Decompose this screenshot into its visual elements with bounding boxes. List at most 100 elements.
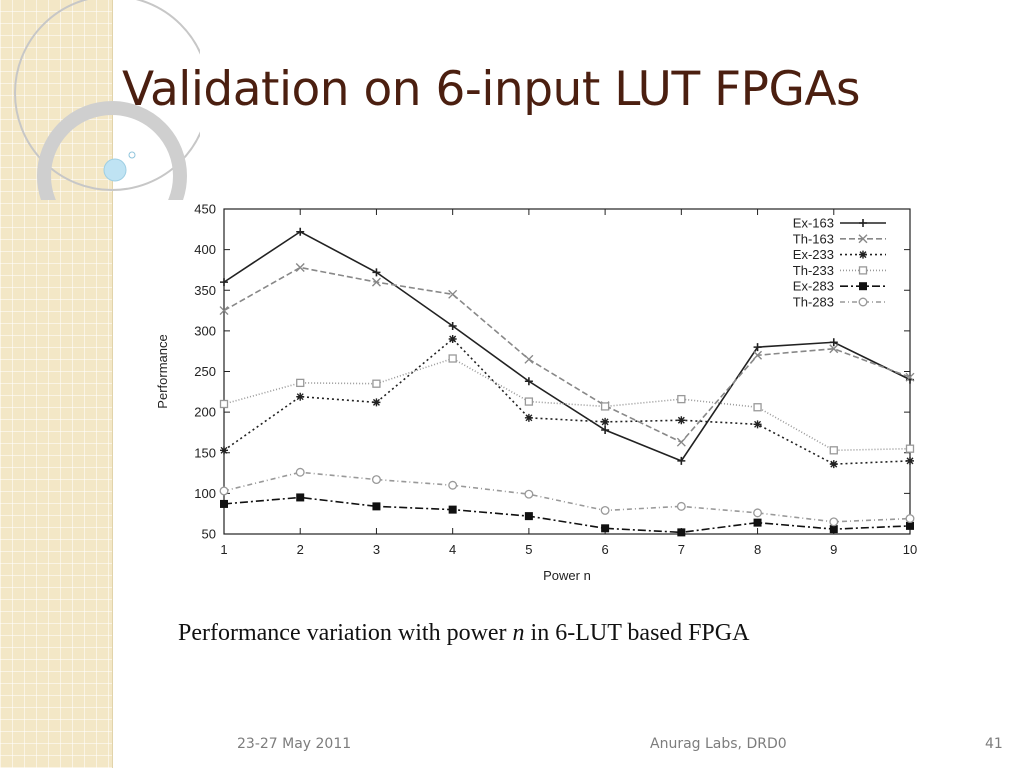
footer-date: 23-27 May 2011 — [237, 736, 352, 752]
slide-number: 41 — [985, 736, 1003, 752]
data-point — [372, 268, 381, 277]
data-point — [753, 343, 762, 352]
data-point — [829, 344, 839, 354]
data-point — [296, 493, 305, 502]
data-point — [600, 505, 610, 515]
data-point — [524, 377, 533, 386]
decor-bubble-small — [128, 151, 136, 159]
series-line — [223, 337, 911, 465]
x-axis-label: Power n — [543, 568, 591, 583]
data-point — [371, 277, 381, 287]
data-point — [753, 420, 762, 429]
data-point — [524, 489, 534, 499]
decorative-circles — [14, 0, 200, 200]
y-axis-label: Performance — [155, 334, 170, 408]
legend-label: Ex-233 — [793, 247, 834, 262]
series-line — [223, 266, 911, 444]
decor-ring-thick — [37, 101, 187, 200]
data-point — [906, 456, 914, 465]
data-point — [829, 525, 838, 534]
decor-bubble — [103, 158, 127, 182]
data-point — [295, 467, 305, 477]
legend-label: Ex-283 — [793, 279, 834, 294]
data-point — [601, 426, 610, 434]
data-point — [906, 521, 914, 530]
data-point — [829, 338, 838, 347]
legend-entry: Th-163 — [793, 231, 886, 246]
legend-marker — [858, 266, 868, 275]
data-point — [677, 416, 686, 425]
data-point — [524, 354, 534, 364]
series-line — [223, 230, 911, 462]
y-tick-label: 100 — [194, 486, 216, 501]
data-point — [296, 392, 305, 401]
series-th-283 — [219, 467, 915, 527]
series-th-233 — [219, 354, 915, 455]
data-point — [219, 306, 229, 316]
data-point — [372, 398, 381, 407]
series-line — [223, 471, 911, 523]
data-point — [448, 480, 458, 490]
data-point — [753, 350, 763, 360]
data-point — [220, 446, 228, 455]
legend-entry: Ex-233 — [793, 247, 886, 262]
x-tick-label: 10 — [903, 542, 917, 557]
data-point — [601, 417, 610, 426]
data-point — [524, 512, 533, 521]
data-point — [829, 517, 839, 527]
data-point — [372, 379, 381, 388]
series-ex-233 — [220, 335, 914, 469]
series-ex-283 — [220, 493, 914, 537]
y-tick-label: 150 — [194, 445, 216, 460]
series-line — [223, 496, 911, 534]
data-point — [677, 528, 686, 537]
y-tick-label: 250 — [194, 364, 216, 379]
y-tick-label: 300 — [194, 323, 216, 338]
y-tick-label: 350 — [194, 283, 216, 298]
x-tick-label: 3 — [373, 542, 380, 557]
legend-entry: Th-233 — [793, 263, 886, 278]
data-point — [448, 354, 457, 363]
y-tick-label: 50 — [202, 527, 216, 542]
data-point — [600, 402, 610, 411]
data-point — [676, 437, 686, 447]
y-tick-label: 450 — [194, 202, 216, 217]
y-tick-label: 400 — [194, 242, 216, 257]
data-point — [448, 322, 457, 330]
slide-title: Validation on 6-input LUT FPGAs — [122, 62, 861, 117]
data-point — [448, 505, 457, 514]
x-tick-label: 5 — [525, 542, 532, 557]
x-tick-label: 6 — [601, 542, 608, 557]
data-point — [296, 378, 305, 388]
data-point — [220, 499, 228, 508]
x-tick-label: 7 — [678, 542, 685, 557]
data-point — [219, 486, 229, 496]
caption-text-start: Performance variation with power — [178, 620, 513, 646]
legend-marker — [858, 234, 868, 244]
data-point — [905, 514, 915, 524]
x-tick-label: 1 — [220, 542, 227, 557]
legend-marker — [859, 219, 867, 227]
data-point — [677, 456, 686, 465]
data-point — [676, 501, 686, 511]
data-point — [905, 444, 915, 453]
data-point — [601, 524, 610, 533]
data-point — [371, 475, 381, 485]
legend-entry: Ex-163 — [793, 216, 886, 231]
performance-line-chart: 50 100 150 200 250 300 350 400 450 1 2 3 4 5 6 7 8 9 10 Pow… — [155, 202, 917, 584]
figure-caption: Performance variation with power n in 6-… — [178, 620, 749, 647]
legend-marker — [859, 282, 867, 291]
legend-label: Th-283 — [793, 295, 834, 310]
data-point — [753, 518, 762, 527]
data-point — [220, 278, 228, 287]
legend-entry: Ex-283 — [793, 279, 886, 294]
data-point — [219, 399, 229, 409]
legend-marker — [858, 297, 868, 307]
footer-organization: Anurag Labs, DRD0 — [650, 736, 787, 752]
x-tick-label: 2 — [297, 542, 304, 557]
data-point — [524, 413, 533, 422]
decor-ring-large — [14, 0, 200, 191]
series-line — [223, 357, 911, 452]
data-point — [372, 502, 381, 511]
data-point — [296, 227, 305, 236]
